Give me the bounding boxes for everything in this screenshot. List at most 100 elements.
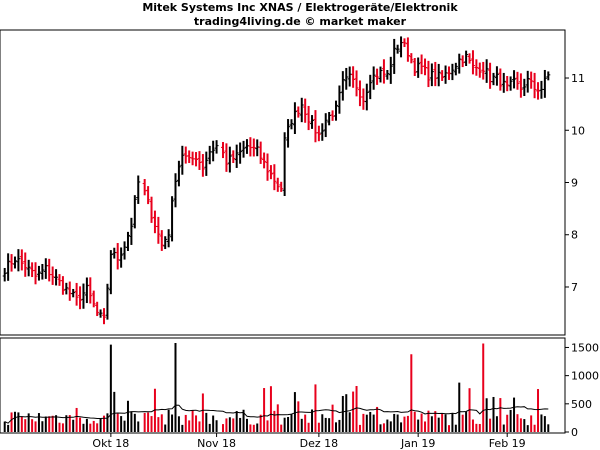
price-bar	[515, 71, 520, 90]
price-bar	[78, 286, 83, 310]
price-bar	[470, 50, 475, 75]
price-bar	[539, 80, 544, 99]
price-bar	[340, 71, 345, 101]
price-bar	[529, 71, 534, 89]
price-bar	[337, 85, 342, 114]
price-bar	[272, 164, 277, 191]
price-bar	[289, 119, 294, 130]
price-bar	[200, 154, 205, 177]
price-bar	[36, 265, 41, 281]
price-bar	[416, 57, 421, 78]
price-bar	[163, 236, 168, 250]
price-bar	[6, 253, 11, 281]
price-bar	[142, 179, 147, 196]
price-bar	[299, 97, 304, 123]
price-bar	[57, 274, 62, 286]
price-bar	[19, 249, 24, 271]
price-bar	[419, 54, 424, 75]
price-bar	[546, 71, 551, 81]
price-bar	[450, 63, 455, 81]
price-tick-label: 8	[571, 229, 578, 242]
volume-tick-label: 1000	[571, 370, 599, 383]
price-bar	[119, 247, 124, 268]
price-bar	[125, 231, 130, 251]
price-bar	[433, 61, 438, 87]
price-bar	[536, 82, 541, 100]
chart-title: Mitek Systems Inc XNAS / Elektrogeräte/E…	[142, 1, 458, 14]
price-bar	[197, 151, 202, 170]
price-bar	[457, 53, 462, 74]
price-bar	[436, 63, 441, 87]
price-bar	[512, 70, 517, 89]
price-bar	[320, 123, 325, 141]
price-bar	[204, 151, 209, 176]
price-bar	[194, 152, 199, 167]
volume-tick-label: 0	[571, 426, 578, 439]
price-bar	[395, 44, 400, 54]
price-bar	[211, 140, 216, 162]
price-bar	[81, 283, 86, 309]
price-bar	[330, 110, 335, 121]
price-bar	[423, 58, 428, 76]
date-tick-label: Dez 18	[300, 437, 339, 450]
price-bar	[112, 247, 117, 259]
price-bar	[399, 36, 404, 58]
price-bar	[95, 301, 100, 317]
price-bar	[385, 70, 390, 80]
date-tick-label: Nov 18	[197, 437, 236, 450]
price-bar	[518, 73, 523, 98]
price-bar	[371, 66, 376, 90]
price-bar	[361, 88, 366, 110]
price-bar	[378, 66, 383, 83]
price-bar	[33, 262, 38, 285]
price-bar	[412, 57, 417, 76]
price-bar	[173, 173, 178, 208]
price-tick-label: 7	[571, 281, 578, 294]
price-bar	[354, 70, 359, 97]
price-bar	[176, 160, 181, 187]
price-bars	[2, 36, 551, 325]
price-bar	[453, 62, 458, 76]
price-bar	[313, 110, 318, 143]
price-bar	[303, 98, 308, 123]
price-bar	[494, 66, 499, 86]
price-bar	[156, 216, 161, 244]
price-bar	[327, 112, 332, 126]
price-bar	[251, 138, 256, 157]
price-bar	[129, 217, 134, 245]
price-bar	[344, 67, 349, 90]
volume-average-line	[4, 404, 549, 424]
price-bar	[255, 139, 260, 157]
price-bar	[84, 277, 89, 304]
price-bar	[481, 61, 486, 80]
price-bar	[262, 152, 267, 169]
price-bar	[183, 146, 188, 164]
price-bar	[238, 142, 243, 164]
price-bar	[74, 282, 79, 306]
date-axis: Okt 18 Nov 18 Dez 18 Jan 19 Feb 19	[92, 433, 526, 450]
price-bar	[98, 309, 103, 318]
price-bar	[231, 150, 236, 164]
volume-bars	[3, 342, 550, 432]
price-bar	[402, 38, 407, 48]
price-bar	[501, 72, 506, 93]
price-bar	[347, 66, 352, 87]
price-bar	[248, 137, 253, 157]
price-bar	[2, 267, 7, 282]
price-bar	[464, 50, 469, 67]
price-bar	[146, 186, 151, 205]
price-bar	[71, 288, 76, 298]
price-bar	[286, 119, 291, 148]
price-bar	[426, 60, 431, 88]
price-bar	[508, 76, 513, 91]
price-bar	[67, 281, 72, 301]
price-bar	[115, 243, 120, 270]
price-bar	[392, 38, 397, 74]
price-bar	[102, 308, 107, 325]
price-bar	[47, 258, 52, 282]
price-bar	[323, 113, 328, 138]
price-bar	[40, 263, 45, 280]
price-bar	[429, 63, 434, 87]
price-bar	[159, 230, 164, 251]
